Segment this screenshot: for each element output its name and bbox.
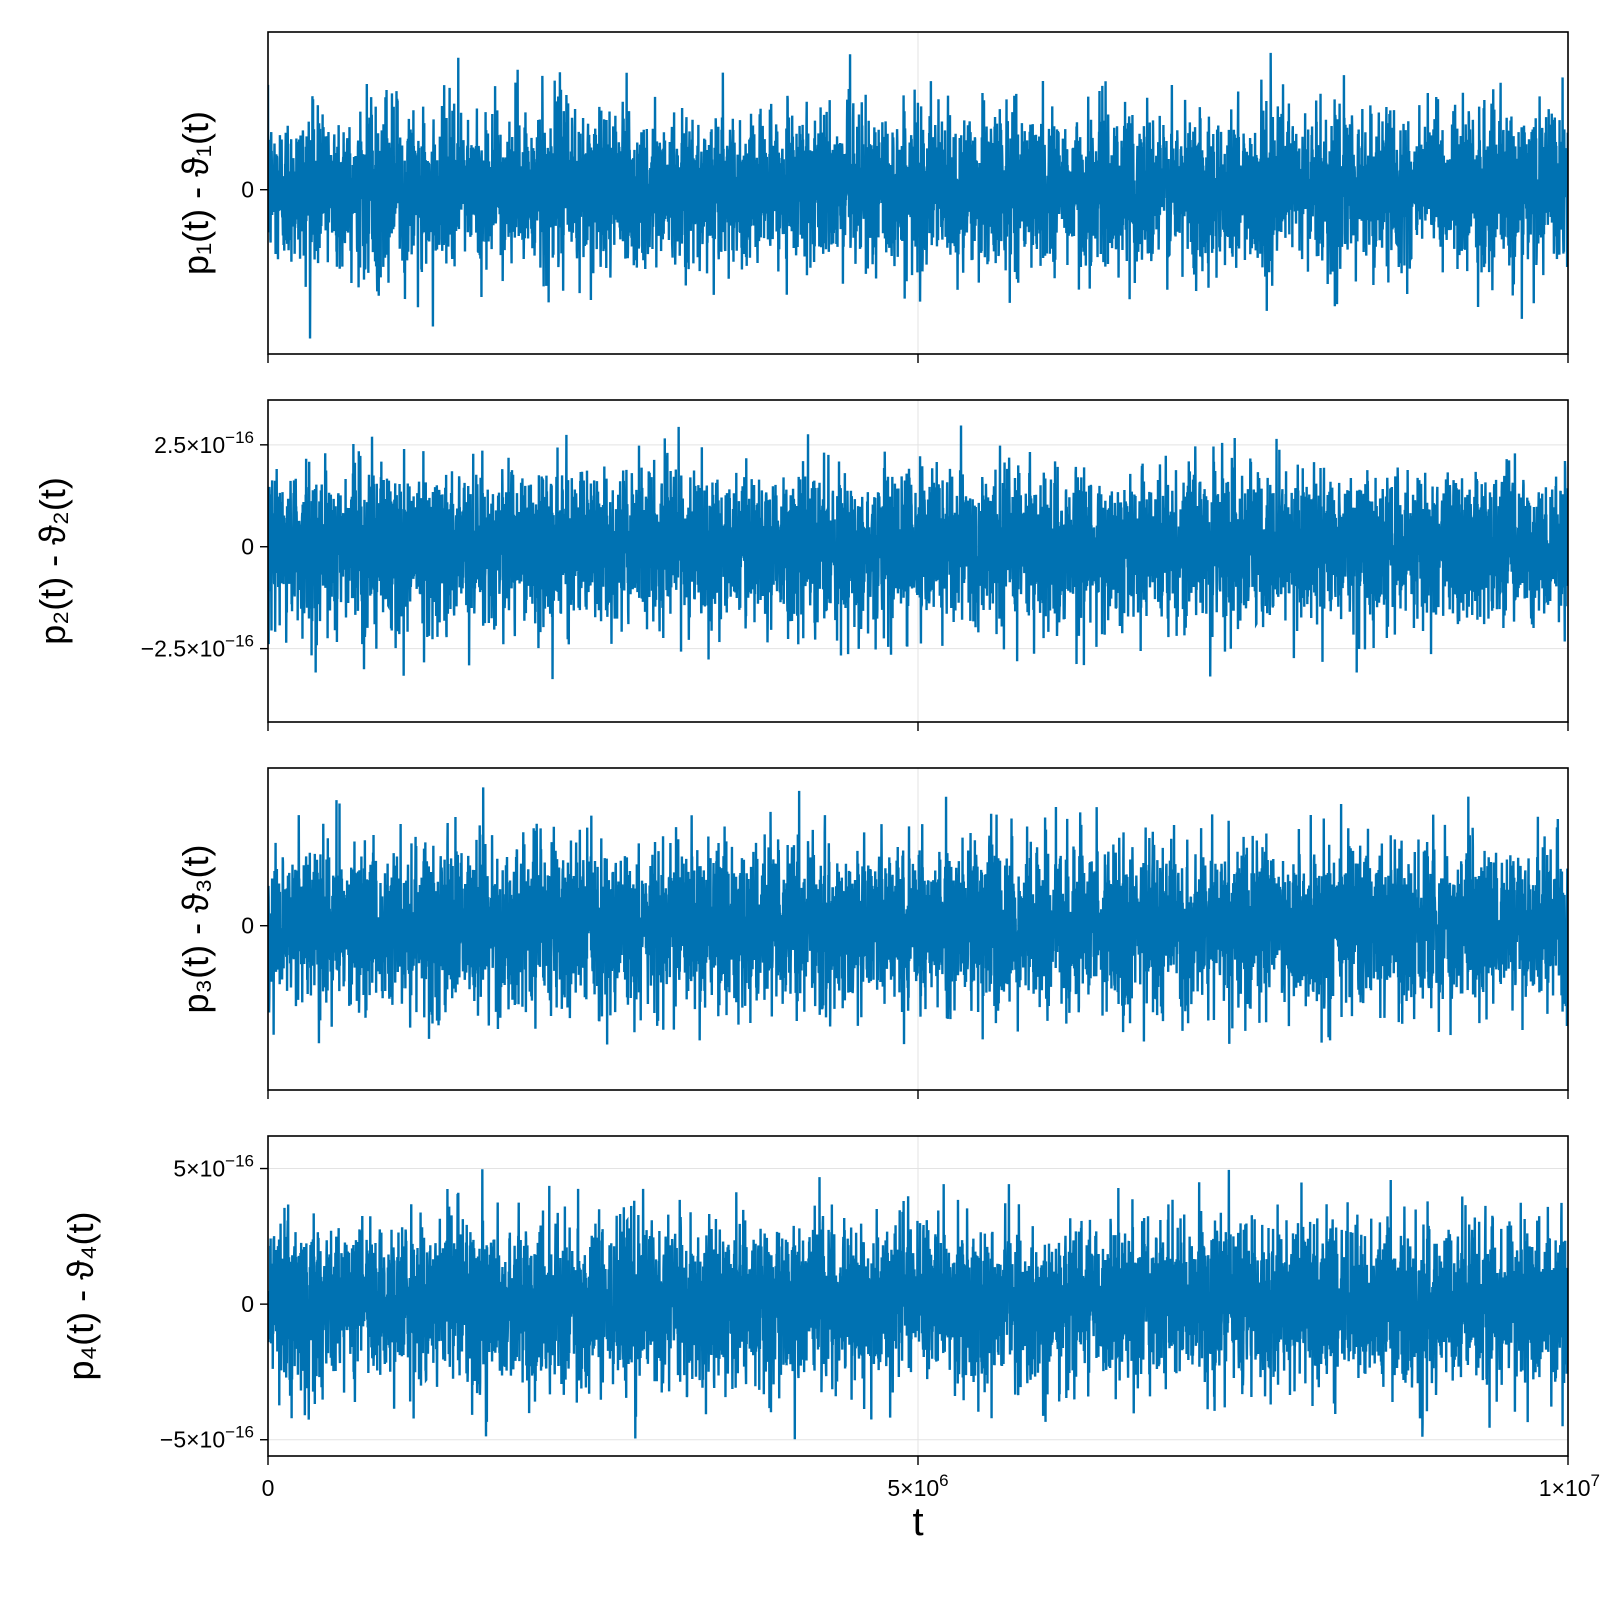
series-line-2	[268, 425, 1568, 680]
y-axis-label: p₃(t) - ϑ₃(t)	[175, 845, 216, 1014]
series-line-4	[268, 1169, 1568, 1440]
y-tick-label: 5×10−16	[173, 1152, 254, 1182]
series-line-1	[268, 52, 1568, 339]
x-tick-label: 0	[262, 1475, 275, 1501]
y-tick-label: 0	[241, 177, 254, 203]
y-tick-label: 0	[241, 534, 254, 560]
y-tick-label: −5×10−16	[160, 1423, 254, 1453]
y-axis-label: p₁(t) - ϑ₁(t)	[175, 111, 216, 275]
x-tick-label: 1×107	[1539, 1471, 1600, 1501]
y-axis-label: p₄(t) - ϑ₄(t)	[60, 1211, 101, 1380]
panel-2: 2.5×10−16 0 −2.5×10−16 p₂(t) - ϑ₂(t)	[32, 399, 1569, 731]
x-tick-label: 5×106	[887, 1471, 948, 1501]
panel-3: 0 p₃(t) - ϑ₃(t)	[175, 767, 1569, 1099]
y-tick-label: 0	[241, 1291, 254, 1317]
panel-4: 5×10−16 0 −5×10−16 p₄(t) - ϑ₄(t)	[60, 1135, 1569, 1465]
panel-1: 0 p₁(t) - ϑ₁(t)	[175, 31, 1569, 363]
y-axis-label: p₂(t) - ϑ₂(t)	[32, 477, 73, 645]
series-line-3	[268, 787, 1568, 1045]
x-axis-label: t	[912, 1500, 923, 1544]
y-tick-label: 2.5×10−16	[154, 428, 254, 458]
y-tick-label: −2.5×10−16	[141, 632, 254, 662]
y-tick-label: 0	[241, 913, 254, 939]
